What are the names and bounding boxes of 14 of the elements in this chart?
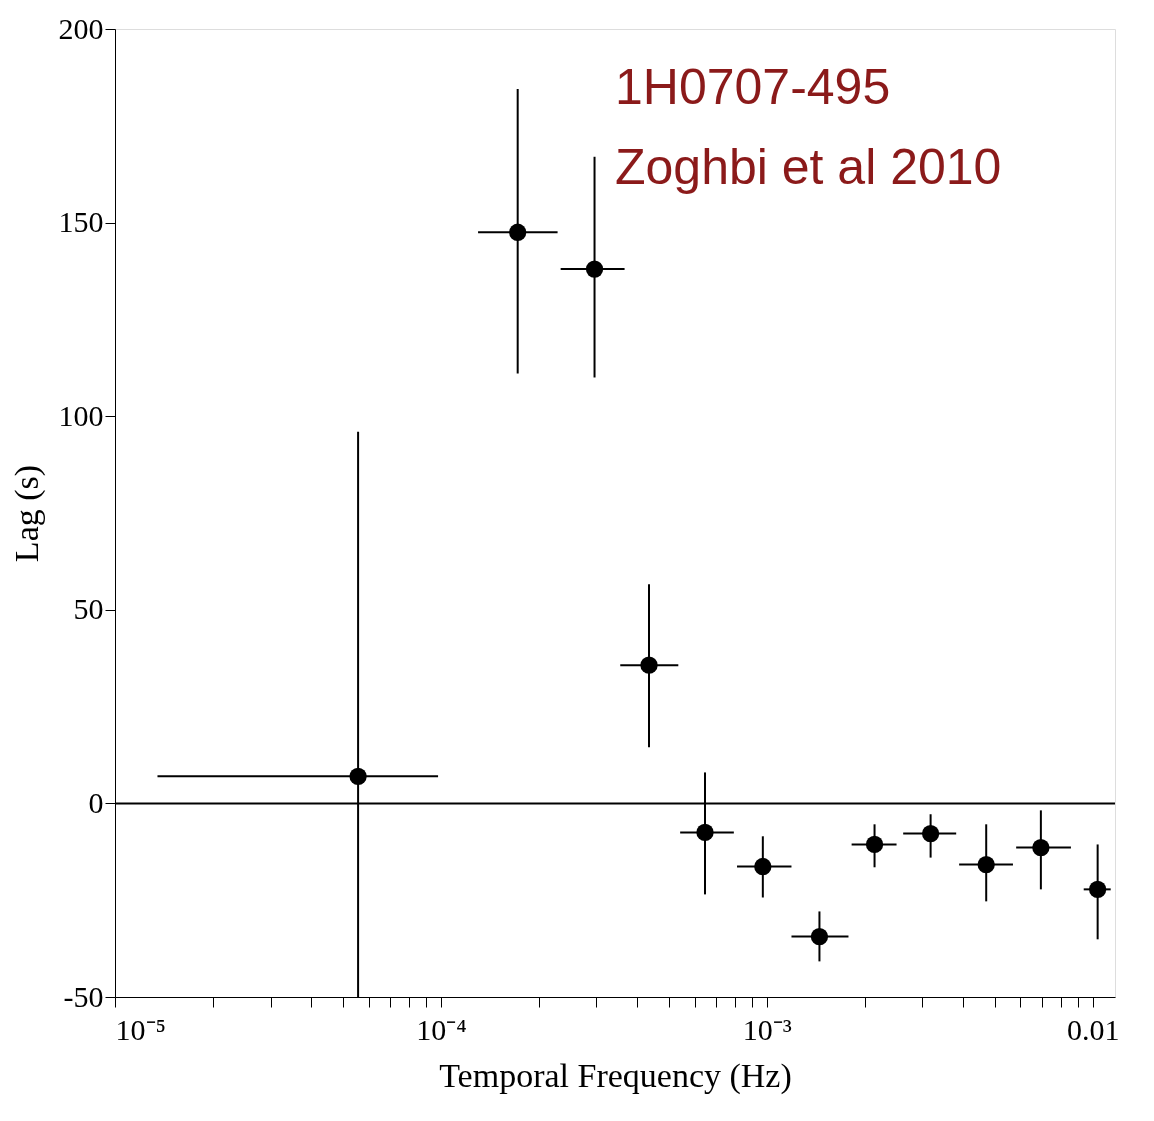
y-axis-title: Lag (s) [7,464,46,563]
y-tick-label: 50 [73,592,104,626]
annotation: Zoghbi et al 2010 [615,139,1002,195]
annotation: 1H0707-495 [615,59,891,115]
x-tick-label: 10⁻⁵ [115,1012,166,1046]
x-tick-label: 10⁻³ [742,1012,792,1046]
y-tick-label: 0 [88,785,104,819]
x-tick-label: 10⁻⁴ [416,1012,467,1046]
y-tick-label: -50 [63,979,104,1013]
y-tick-label: 100 [58,398,104,432]
y-tick-label: 200 [58,11,104,45]
y-tick-label: 150 [58,205,104,239]
x-axis-title: Temporal Frequency (Hz) [439,1056,792,1095]
x-tick-label: 0.01 [1067,1012,1120,1046]
